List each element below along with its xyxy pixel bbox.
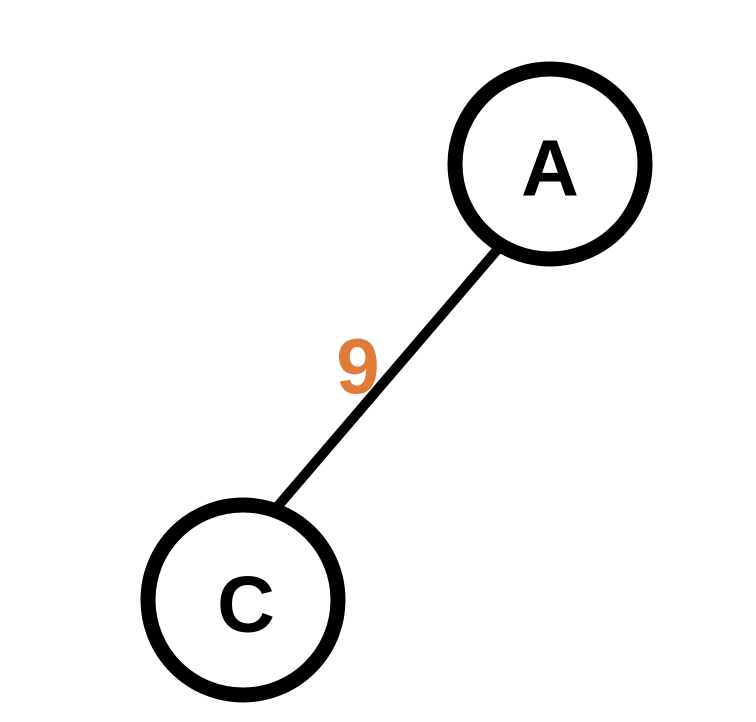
node-a: A [447,61,653,267]
node-a-circle [447,61,653,267]
edge-weight-label: 9 [336,322,379,410]
node-c: C [140,497,346,703]
edge-a-c [274,246,501,510]
node-a-label: A [521,124,579,213]
node-c-circle [140,497,346,703]
node-c-label: C [217,560,275,649]
